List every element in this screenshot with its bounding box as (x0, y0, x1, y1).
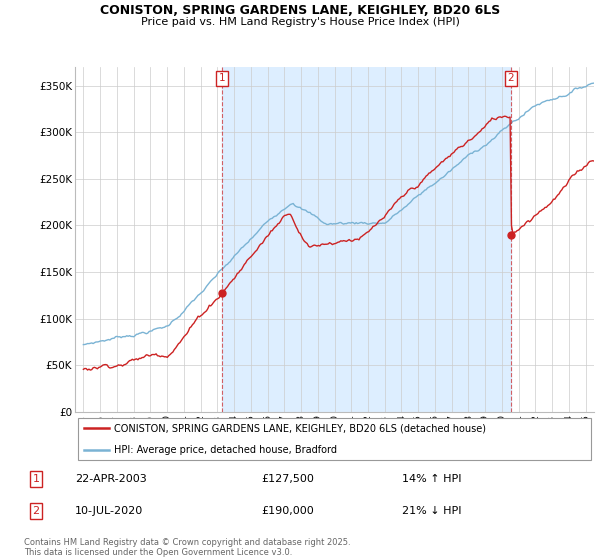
Text: £190,000: £190,000 (261, 506, 314, 516)
Text: 14% ↑ HPI: 14% ↑ HPI (402, 474, 461, 484)
Text: HPI: Average price, detached house, Bradford: HPI: Average price, detached house, Brad… (114, 445, 337, 455)
Text: 2: 2 (508, 73, 514, 83)
Text: 10-JUL-2020: 10-JUL-2020 (75, 506, 143, 516)
Text: 1: 1 (219, 73, 226, 83)
FancyBboxPatch shape (77, 418, 592, 460)
Text: 21% ↓ HPI: 21% ↓ HPI (402, 506, 461, 516)
Text: £127,500: £127,500 (261, 474, 314, 484)
Text: 2: 2 (32, 506, 40, 516)
Text: CONISTON, SPRING GARDENS LANE, KEIGHLEY, BD20 6LS: CONISTON, SPRING GARDENS LANE, KEIGHLEY,… (100, 4, 500, 17)
Text: Contains HM Land Registry data © Crown copyright and database right 2025.
This d: Contains HM Land Registry data © Crown c… (24, 538, 350, 557)
Text: 22-APR-2003: 22-APR-2003 (75, 474, 146, 484)
Text: Price paid vs. HM Land Registry's House Price Index (HPI): Price paid vs. HM Land Registry's House … (140, 17, 460, 27)
Text: 1: 1 (32, 474, 40, 484)
Text: CONISTON, SPRING GARDENS LANE, KEIGHLEY, BD20 6LS (detached house): CONISTON, SPRING GARDENS LANE, KEIGHLEY,… (114, 423, 486, 433)
Bar (223, 67, 511, 412)
